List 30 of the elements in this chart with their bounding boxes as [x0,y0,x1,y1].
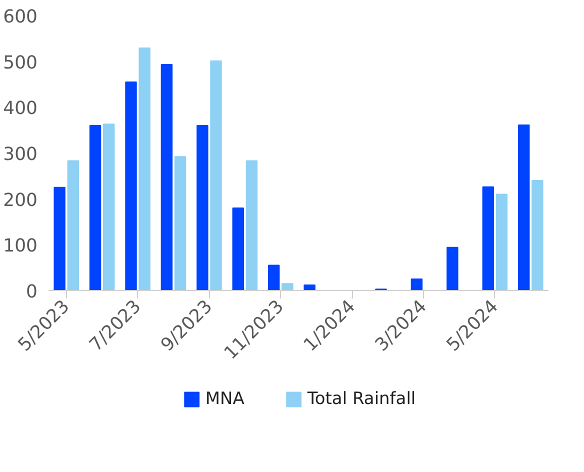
bar [246,160,258,290]
bar [482,186,494,290]
bar [268,264,280,290]
bar [196,125,208,290]
bar [518,124,530,290]
bar [410,278,423,290]
bar [160,64,173,290]
y-tick-label: 100 [3,236,38,257]
y-tick-label: 400 [3,98,38,120]
bar [282,283,294,290]
bar [232,208,244,290]
bar [532,180,544,290]
y-tick-label: 200 [3,190,38,211]
bar [210,60,222,290]
y-tick-label: 0 [26,282,38,302]
bar [446,246,458,290]
bar [304,284,316,290]
bar [89,125,102,290]
bar [496,194,508,290]
y-tick-label: 500 [3,52,38,74]
bar [125,81,137,290]
y-tick-label: 300 [3,144,38,165]
y-tick-label: 600 [3,6,38,28]
bar [138,48,150,290]
bar [174,156,186,290]
legend-label: Total Rainfall [307,389,416,409]
legend-label: MNA [205,389,244,409]
bar [103,124,115,290]
bar [67,160,79,290]
bar [54,186,66,290]
